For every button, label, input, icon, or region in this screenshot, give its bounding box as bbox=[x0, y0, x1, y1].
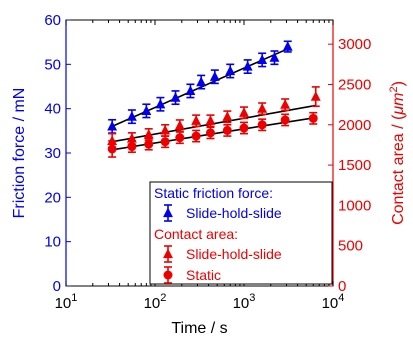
data-point bbox=[257, 54, 268, 65]
data-point bbox=[225, 65, 236, 76]
data-point bbox=[222, 125, 232, 135]
data-point bbox=[282, 41, 293, 51]
legend-header-friction: Static friction force: bbox=[154, 185, 273, 201]
x-axis-label: Time / s bbox=[171, 320, 227, 337]
x-tick-label: 102 bbox=[144, 292, 167, 312]
data-point bbox=[257, 120, 267, 130]
legend-entry-contact-static: Static bbox=[186, 267, 221, 283]
y-right-tick-label: 2000 bbox=[338, 117, 371, 134]
y-right-tick-label: 1500 bbox=[338, 157, 371, 174]
y-right-tick-label: 3000 bbox=[338, 36, 371, 53]
y-left-tick-label: 60 bbox=[44, 12, 61, 29]
data-point bbox=[160, 137, 170, 147]
y-left-tick-label: 10 bbox=[44, 234, 61, 251]
legend-marker-contact-static bbox=[163, 270, 173, 280]
data-point bbox=[127, 142, 137, 152]
series-0 bbox=[107, 40, 293, 134]
data-point bbox=[191, 115, 202, 125]
data-point bbox=[308, 113, 318, 123]
y-right-tick-label: 0 bbox=[338, 278, 346, 295]
data-point bbox=[155, 98, 166, 109]
data-point bbox=[205, 128, 215, 138]
x-tick-label: 101 bbox=[55, 292, 78, 312]
x-tick-label-exponent: 2 bbox=[160, 292, 166, 304]
legend-header-contact: Contact area: bbox=[154, 226, 238, 242]
data-point bbox=[280, 115, 290, 125]
data-point bbox=[170, 92, 181, 102]
y-right-tick-label: 500 bbox=[338, 238, 363, 255]
data-point bbox=[126, 111, 137, 121]
y-axis-right-label-unit: μm bbox=[390, 93, 407, 116]
data-point bbox=[242, 61, 253, 71]
y-left-tick-label: 0 bbox=[53, 278, 61, 295]
data-point bbox=[257, 103, 268, 113]
data-point bbox=[191, 131, 201, 141]
legend-markers bbox=[163, 204, 173, 284]
data-marks bbox=[107, 40, 321, 158]
y-axis-right-label-close: ) bbox=[390, 81, 407, 86]
y-left-tick-label: 30 bbox=[44, 145, 61, 162]
x-tick-label-base: 10 bbox=[144, 295, 161, 312]
data-point bbox=[209, 71, 220, 81]
data-point bbox=[239, 107, 249, 117]
legend-marker-contact-shs bbox=[163, 248, 173, 259]
y-right-tick-label: 2500 bbox=[338, 76, 371, 93]
data-point bbox=[141, 105, 152, 116]
data-point bbox=[205, 115, 216, 125]
data-point bbox=[174, 120, 185, 130]
legend-entry-friction-shs: Slide-hold-slide bbox=[186, 205, 282, 221]
x-tick-label: 103 bbox=[233, 292, 256, 312]
y-left-tick-label: 20 bbox=[44, 189, 61, 206]
x-tick-label-exponent: 1 bbox=[71, 292, 77, 304]
data-point bbox=[144, 139, 154, 149]
x-tick-label: 104 bbox=[322, 292, 345, 312]
x-tick-label-exponent: 4 bbox=[338, 292, 344, 304]
data-point bbox=[196, 76, 207, 87]
x-tick-label-base: 10 bbox=[233, 295, 250, 312]
data-point bbox=[222, 111, 233, 121]
data-point bbox=[107, 120, 118, 131]
x-tick-label-exponent: 3 bbox=[249, 292, 255, 304]
y-axis-right-label: Contact area / (μm2) bbox=[388, 81, 407, 225]
y-right-tick-label: 1000 bbox=[338, 197, 371, 214]
y-axis-right-label-exponent: 2 bbox=[388, 86, 400, 92]
x-tick-label-base: 10 bbox=[55, 295, 72, 312]
series-1 bbox=[107, 86, 321, 149]
data-point bbox=[185, 85, 196, 96]
series-2 bbox=[107, 111, 318, 158]
data-point bbox=[143, 128, 154, 139]
legend-entry-contact-shs: Slide-hold-slide bbox=[186, 246, 282, 262]
data-point bbox=[175, 133, 185, 143]
data-point bbox=[239, 123, 249, 133]
data-point bbox=[269, 52, 280, 62]
data-point bbox=[310, 91, 321, 101]
data-point bbox=[280, 99, 291, 109]
legend-marker-friction bbox=[163, 207, 173, 218]
data-point bbox=[160, 124, 171, 135]
data-point bbox=[107, 144, 117, 154]
legend-box bbox=[149, 181, 333, 285]
axes: 0102030405060050010001500200025003000101… bbox=[44, 12, 371, 312]
y-left-tick-label: 50 bbox=[44, 56, 61, 73]
y-left-tick-label: 40 bbox=[44, 101, 61, 118]
y-axis-left-label: Friction force / mN bbox=[11, 88, 28, 219]
y-axis-right-label-main: Contact area / ( bbox=[390, 114, 407, 225]
legend: Static friction force: Slide-hold-slide … bbox=[149, 181, 333, 285]
x-tick-label-base: 10 bbox=[322, 295, 339, 312]
